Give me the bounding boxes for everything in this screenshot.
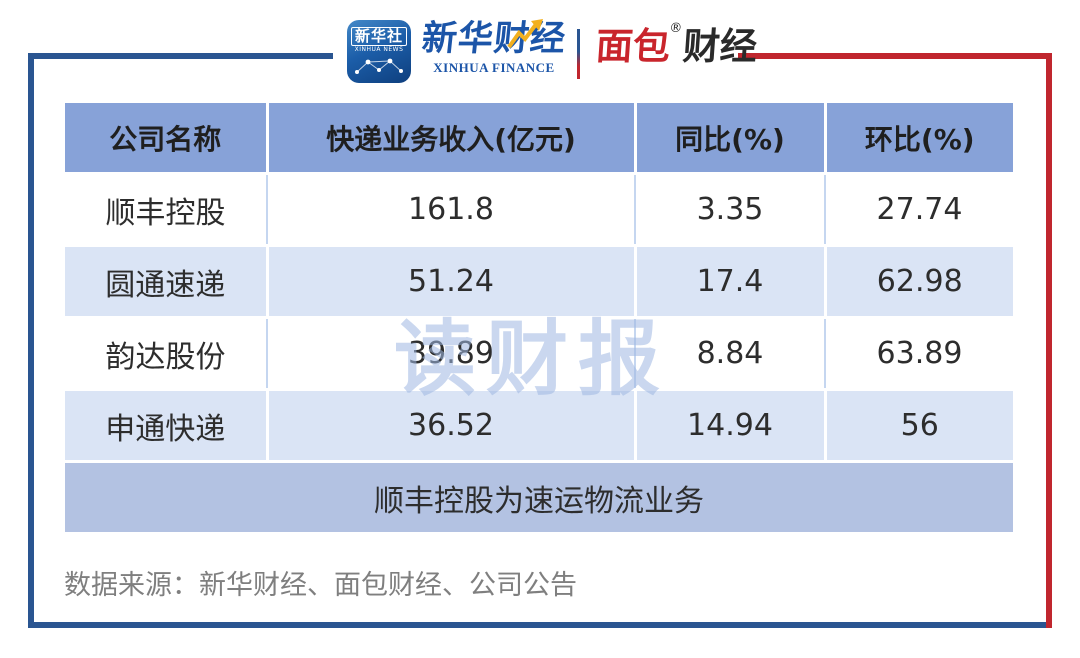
cell-revenue: 51.24 <box>267 245 637 319</box>
frame-border-top-left-segment <box>28 53 333 59</box>
xinhua-news-icon-subtitle: XINHUA NEWS <box>354 46 404 53</box>
cell-revenue: 39.89 <box>267 317 636 391</box>
data-source-text: 数据来源：新华财经、面包财经、公司公告 <box>64 570 577 601</box>
cell-mom: 27.74 <box>825 173 1013 247</box>
frame-border-right <box>1046 53 1052 628</box>
cell-company: 韵达股份 <box>65 317 268 391</box>
network-constellation-icon <box>355 58 403 75</box>
table-note-row: 顺丰控股为速运物流业务 <box>65 461 1013 535</box>
table-note-text: 顺丰控股为速运物流业务 <box>65 461 1013 535</box>
table-row: 韵达股份 39.89 8.84 63.89 <box>65 317 1013 391</box>
bread-finance-red-text: 面包 <box>594 25 672 68</box>
xinhua-finance-en-text: XINHUA FINANCE <box>433 59 555 75</box>
cell-mom: 62.98 <box>825 245 1013 319</box>
cell-company: 顺丰控股 <box>65 173 268 247</box>
table-row: 申通快递 36.52 14.94 56 <box>65 389 1013 463</box>
xinhua-finance-cn-text: 新华财经 <box>419 19 569 59</box>
table-row: 圆通速递 51.24 17.4 62.98 <box>65 245 1013 319</box>
table-row: 顺丰控股 161.8 3.35 27.74 <box>65 173 1013 247</box>
column-header-revenue: 快递业务收入(亿元) <box>267 103 637 175</box>
frame-border-bottom <box>28 622 1052 628</box>
bread-finance-logo: 面包®财经 <box>594 21 759 68</box>
cell-company: 申通快递 <box>65 389 269 463</box>
xinhua-finance-logo: 新华财经 XINHUA FINANCE <box>419 19 569 76</box>
table-header-row: 公司名称 快递业务收入(亿元) 同比(%) 环比(%) <box>65 103 1013 175</box>
cell-revenue: 161.8 <box>267 173 636 247</box>
frame-border-left <box>28 53 34 628</box>
logo-divider-line <box>577 29 580 79</box>
registered-trademark-mark: ® <box>668 21 683 36</box>
xinhua-news-icon-title: 新华社 <box>350 27 407 46</box>
cell-yoy: 3.35 <box>635 173 826 247</box>
bread-finance-dark-text: 财经 <box>681 25 759 68</box>
xinhua-news-app-icon: 新华社 XINHUA NEWS <box>347 20 411 83</box>
cell-revenue: 36.52 <box>267 389 637 463</box>
express-revenue-table: 公司名称 快递业务收入(亿元) 同比(%) 环比(%) 顺丰控股 161.8 3… <box>65 103 1013 535</box>
frame-border-top-right-segment <box>738 53 1052 59</box>
column-header-mom: 环比(%) <box>825 103 1013 175</box>
cell-mom: 56 <box>825 389 1013 463</box>
cell-mom: 63.89 <box>825 317 1013 391</box>
cell-yoy: 17.4 <box>635 245 827 319</box>
column-header-yoy: 同比(%) <box>635 103 827 175</box>
cell-company: 圆通速递 <box>65 245 269 319</box>
column-header-company: 公司名称 <box>65 103 269 175</box>
cell-yoy: 14.94 <box>635 389 827 463</box>
cell-yoy: 8.84 <box>635 317 826 391</box>
